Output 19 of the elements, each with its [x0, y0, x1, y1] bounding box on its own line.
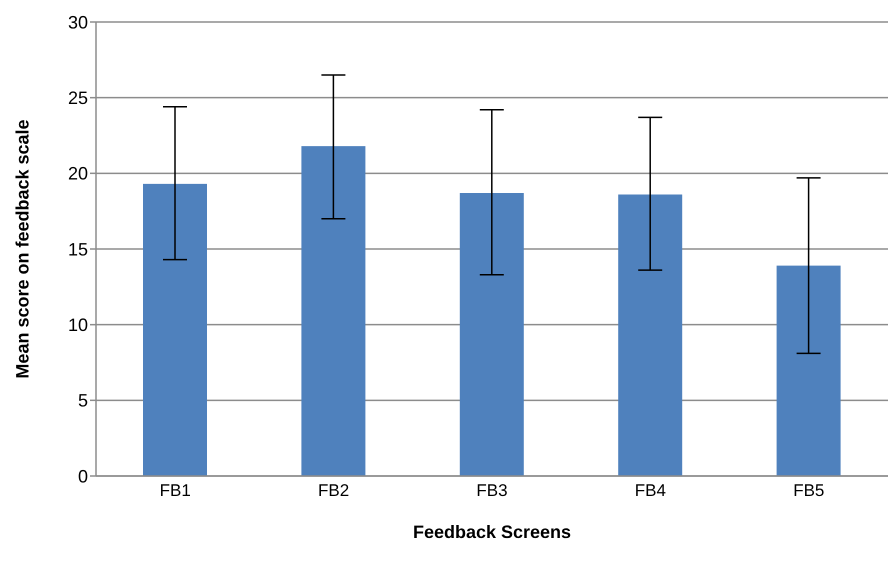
y-tick-label: 15 — [68, 239, 88, 260]
bar — [143, 184, 207, 476]
y-tick-label: 0 — [78, 466, 88, 486]
y-axis-title: Mean score on feedback scale — [12, 119, 32, 379]
bar — [460, 193, 524, 476]
bar — [776, 266, 841, 476]
y-tick-label: 20 — [68, 164, 88, 184]
y-tick-label: 5 — [78, 390, 88, 411]
x-tick-label: FB5 — [793, 481, 824, 500]
x-tick-label: FB4 — [634, 481, 666, 500]
y-tick-label: 25 — [68, 88, 88, 108]
y-tick-label: 10 — [68, 315, 88, 336]
x-axis-title: Feedback Screens — [412, 522, 572, 542]
bar — [618, 194, 682, 476]
x-tick-label: FB1 — [160, 481, 191, 500]
y-tick-label: 30 — [68, 12, 88, 32]
x-tick-label: FB2 — [318, 481, 350, 500]
x-tick-label: FB3 — [476, 481, 508, 500]
bar — [301, 146, 366, 476]
